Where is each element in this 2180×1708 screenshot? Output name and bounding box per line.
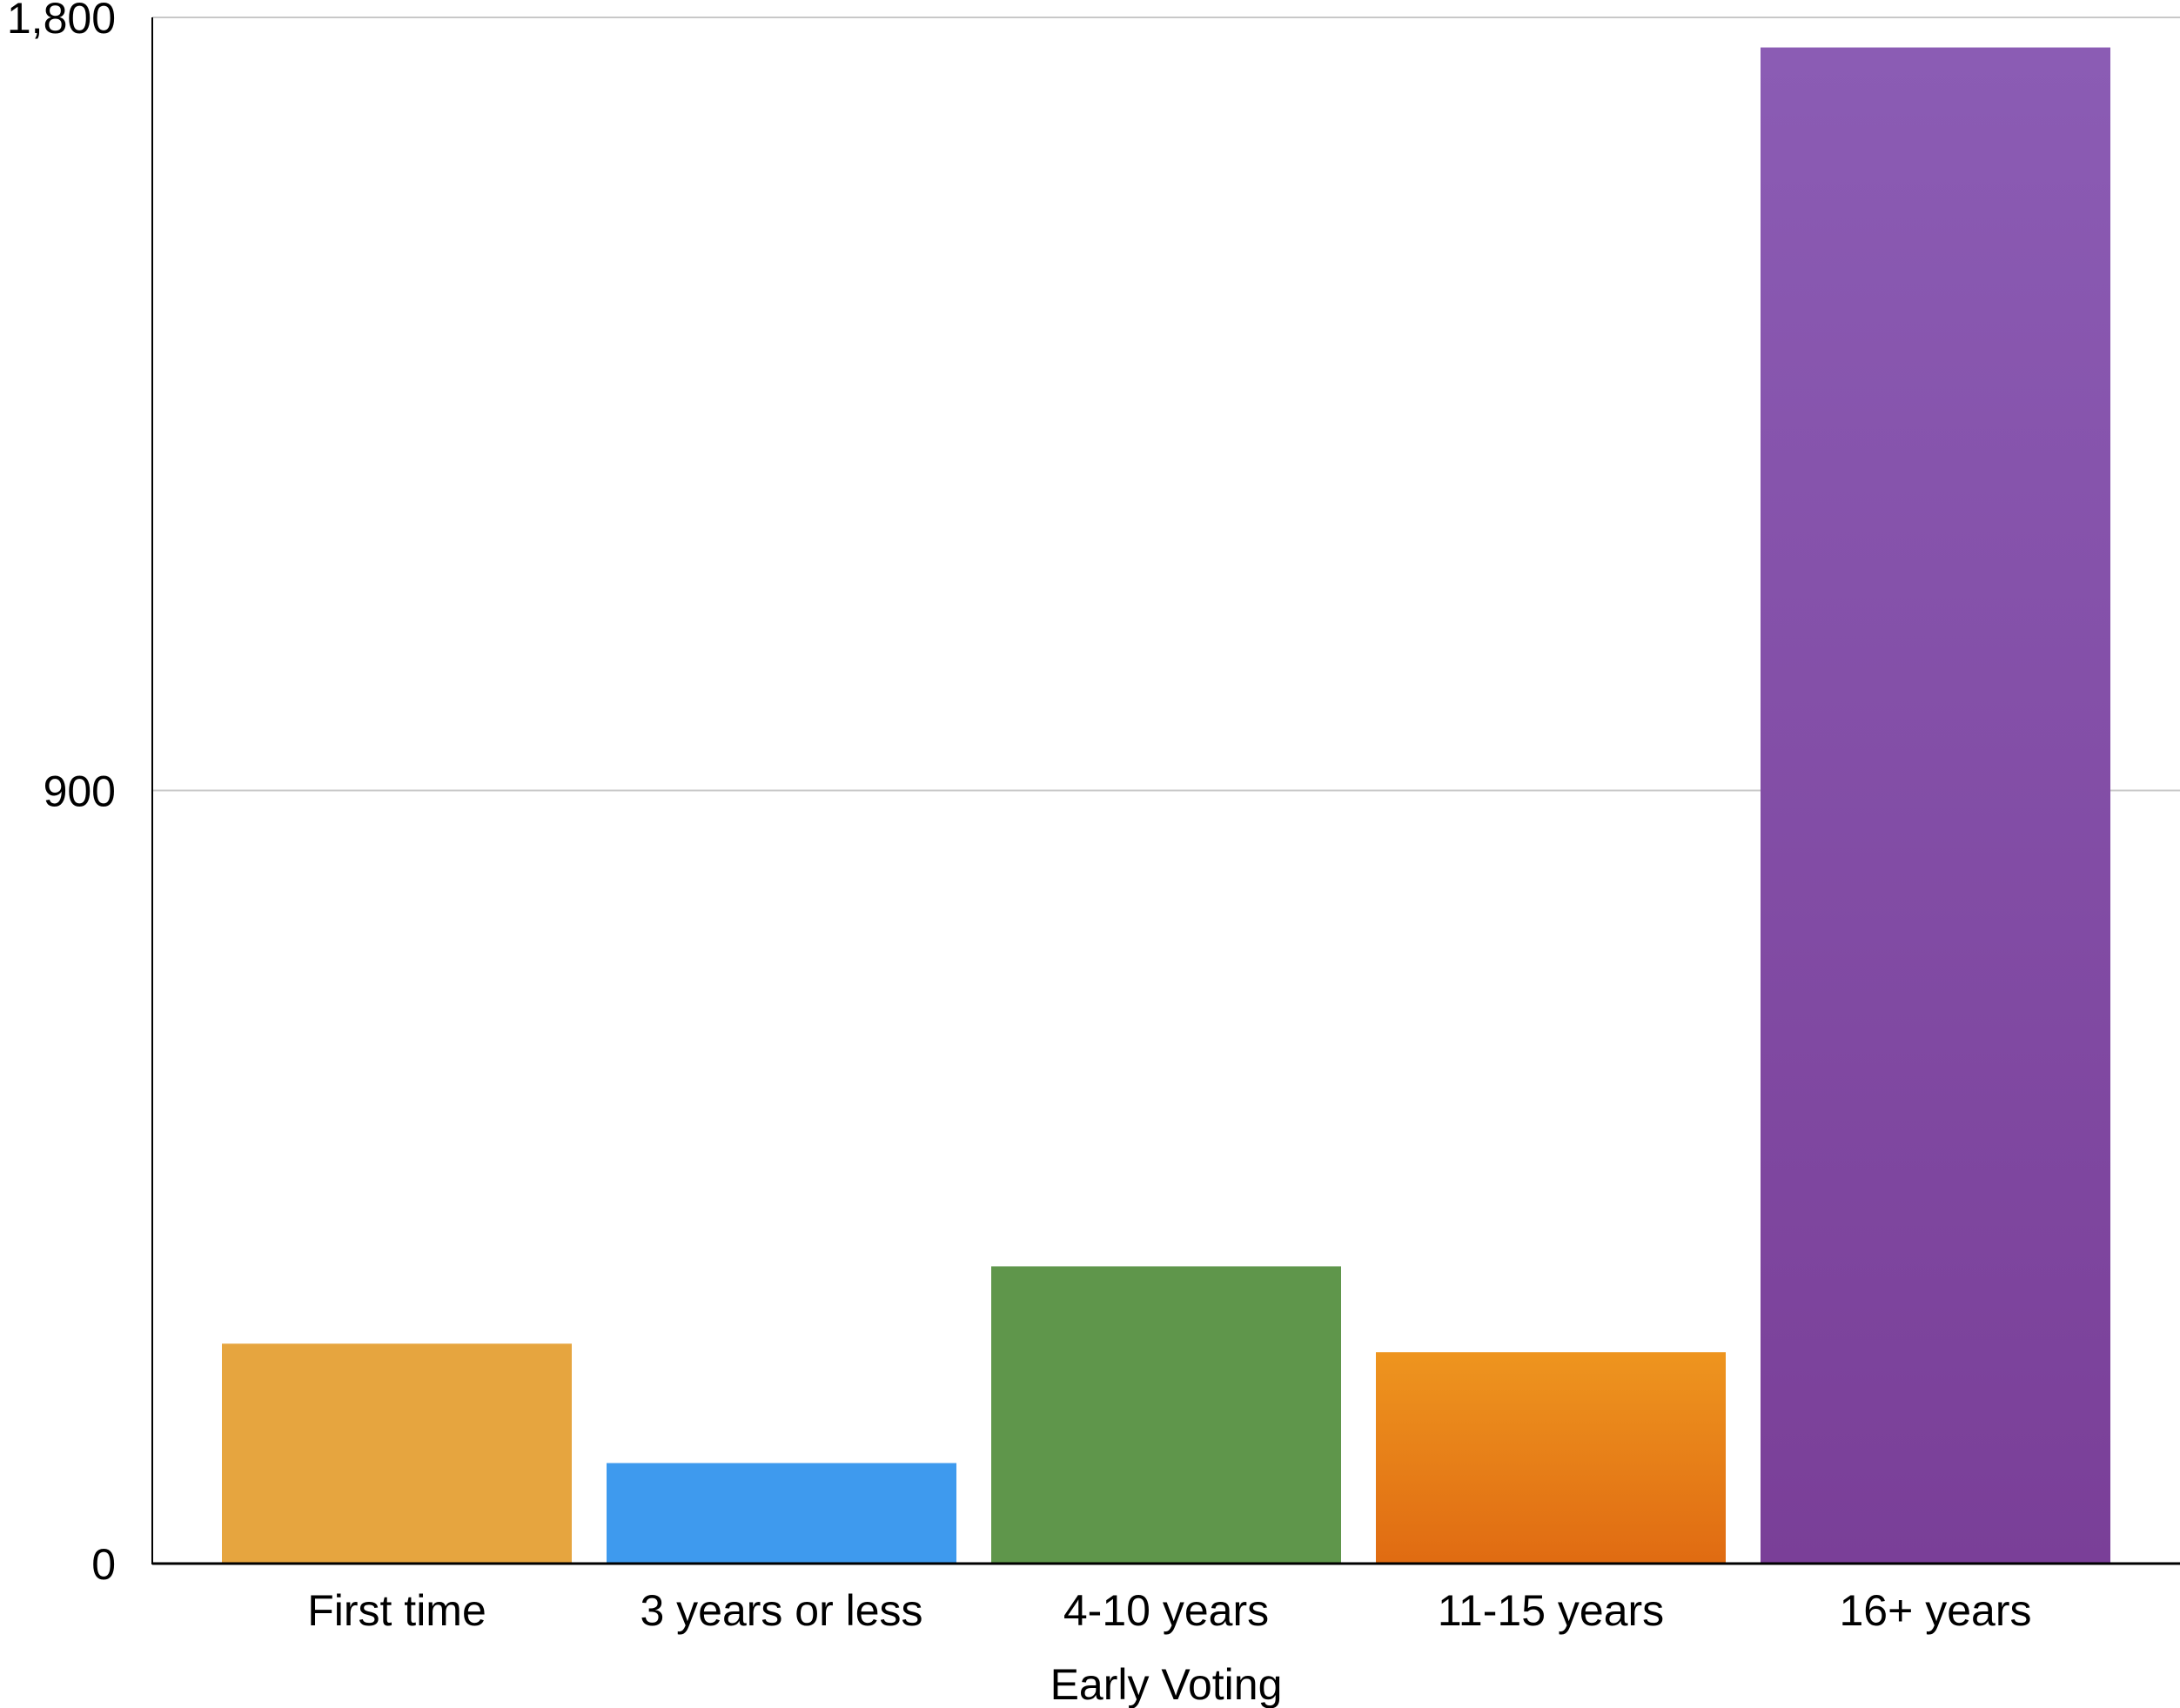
y-tick-label: 0 [91, 1540, 116, 1589]
y-tick-label: 900 [44, 767, 116, 816]
bar-3-years-or-less [607, 1463, 956, 1564]
axes [151, 17, 2180, 1565]
bar-11-15-years [1376, 1352, 1726, 1564]
bar-4-10-years [991, 1266, 1341, 1564]
x-tick-label: First time [307, 1586, 486, 1635]
x-tick-labels: First time 3 years or less 4-10 years 11-15… [307, 1586, 2031, 1635]
y-tick-label: 1,800 [7, 0, 116, 43]
bar-16-years [1761, 47, 2110, 1564]
x-tick-label: 4-10 years [1063, 1586, 1269, 1635]
x-axis-title: Early Voting [1050, 1660, 1283, 1708]
bars [222, 47, 2110, 1564]
x-tick-label: 3 years or less [640, 1586, 922, 1635]
bar-first-time [222, 1343, 572, 1564]
y-tick-labels: 0 900 1,800 [7, 0, 116, 1589]
x-tick-label: 16+ years [1840, 1586, 2032, 1635]
x-tick-label: 11-15 years [1438, 1586, 1664, 1635]
